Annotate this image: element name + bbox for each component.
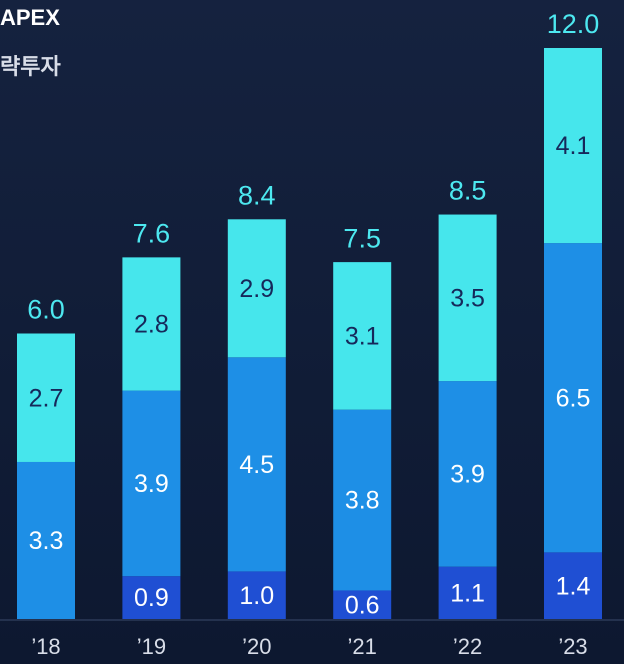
- bar-segment: [122, 576, 181, 619]
- total-label: 7.6: [133, 218, 171, 248]
- bar-segment: [438, 214, 497, 382]
- value-label: 6.5: [556, 384, 591, 412]
- bar-segment: [227, 571, 286, 619]
- bar-segment: [333, 590, 392, 619]
- total-label: 7.5: [343, 223, 381, 253]
- chart-title: APEX: [0, 5, 60, 30]
- x-tick-label: ’19: [137, 634, 166, 659]
- value-label: 3.5: [450, 284, 485, 312]
- value-label: 4.5: [239, 451, 274, 479]
- value-label: 3.1: [345, 322, 380, 350]
- value-label: 1.4: [556, 572, 591, 600]
- bar-segment: [544, 552, 602, 619]
- x-tick-label: ’21: [348, 634, 377, 659]
- value-label: 2.9: [239, 275, 274, 303]
- x-tick-label: ’20: [242, 634, 271, 659]
- bar-segment: [544, 48, 602, 244]
- bar-segment: [438, 566, 497, 619]
- bar-segment: [544, 243, 602, 553]
- bar-segment: [227, 219, 286, 358]
- bar-segment: [122, 390, 181, 577]
- value-label: 1.1: [450, 579, 485, 607]
- total-label: 6.0: [27, 295, 65, 325]
- bar-segment: [333, 409, 392, 591]
- x-tick-label: ’22: [453, 634, 482, 659]
- bar-segment: [438, 381, 497, 567]
- bar-segment: [17, 461, 75, 619]
- bar-segment: [122, 257, 181, 391]
- value-label: 0.9: [134, 584, 169, 612]
- value-label: 0.6: [345, 591, 380, 619]
- chart-subtitle: 략투자: [0, 54, 61, 79]
- value-label: 2.8: [134, 311, 169, 339]
- total-label: 12.0: [547, 9, 600, 39]
- total-label: 8.4: [238, 180, 276, 210]
- value-label: 3.9: [450, 460, 485, 488]
- total-label: 8.5: [449, 176, 487, 206]
- x-tick-label: ’23: [558, 634, 587, 659]
- bar-segment: [333, 262, 392, 410]
- bar-segment: [17, 333, 75, 462]
- bar-segment: [227, 357, 286, 572]
- value-label: 3.8: [345, 487, 380, 515]
- value-label: 2.7: [29, 384, 64, 412]
- value-label: 4.1: [556, 132, 591, 160]
- x-tick-label: ’18: [31, 634, 60, 659]
- value-label: 3.3: [29, 527, 64, 555]
- value-label: 1.0: [239, 582, 274, 610]
- value-label: 3.9: [134, 470, 169, 498]
